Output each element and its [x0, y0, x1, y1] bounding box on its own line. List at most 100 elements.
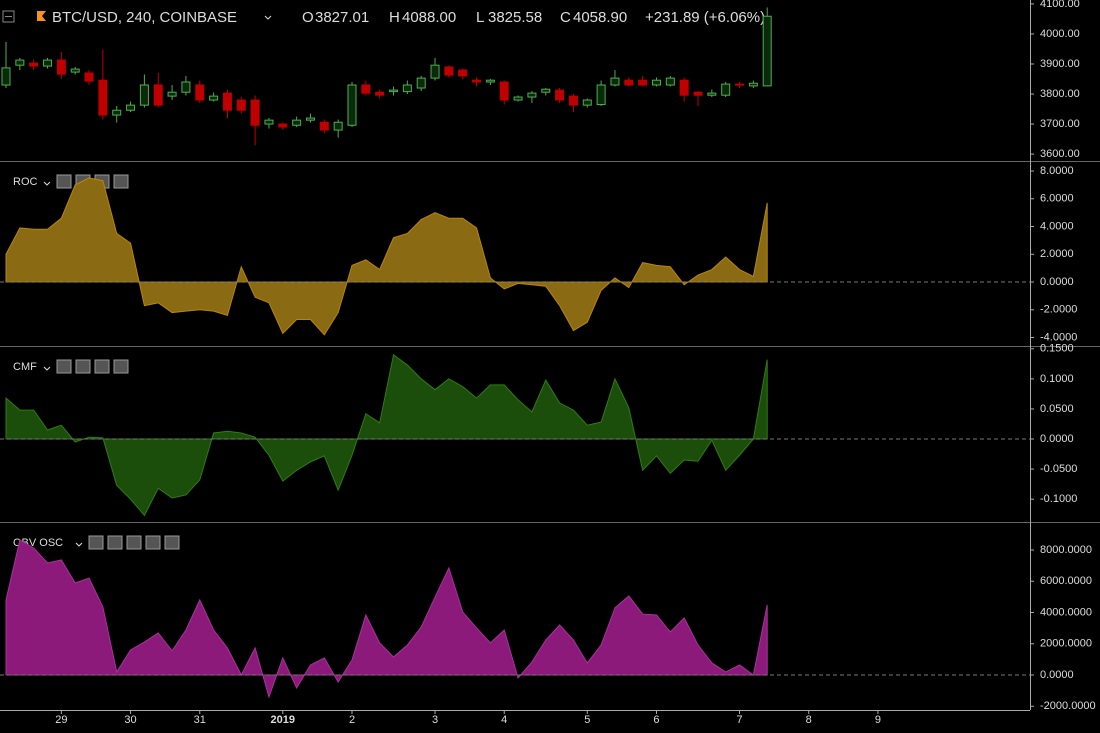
- candle-body: [513, 96, 523, 101]
- y-tick-label: -2.0000: [1040, 304, 1077, 316]
- candle-body: [236, 99, 246, 111]
- candle-body: [721, 83, 731, 96]
- candle-body: [126, 104, 136, 111]
- y-tick-label: 2.0000: [1040, 248, 1074, 260]
- indicator-button[interactable]: [88, 535, 104, 550]
- candle-body: [665, 77, 675, 86]
- candle-body: [195, 84, 205, 101]
- candle-body: [29, 62, 39, 67]
- collapse-icon[interactable]: [2, 10, 15, 23]
- candle-body: [112, 109, 122, 116]
- candle-body: [416, 77, 426, 89]
- candle-body: [651, 79, 661, 86]
- candle-body: [1, 67, 11, 86]
- ohlc-value: 4058.90: [573, 9, 627, 26]
- y-tick-label: -0.0500: [1040, 463, 1077, 475]
- candle-body: [499, 81, 509, 101]
- ohlc-label: L: [476, 9, 484, 26]
- x-tick-label: 29: [55, 714, 67, 726]
- y-tick-label: 0.0000: [1040, 669, 1074, 681]
- candle-body: [181, 81, 191, 93]
- candle-body: [98, 79, 108, 116]
- x-tick-label: 7: [736, 714, 742, 726]
- candle-body: [292, 119, 302, 126]
- candle-body: [278, 123, 288, 128]
- candle-body: [707, 92, 717, 96]
- y-tick-label: 6000.0000: [1040, 575, 1092, 587]
- candle-body: [319, 121, 329, 131]
- y-tick-label: 0.0000: [1040, 276, 1074, 288]
- x-tick-label: 4: [501, 714, 507, 726]
- price-change: +231.89 (+6.06%): [645, 9, 765, 26]
- y-tick-label: 4.0000: [1040, 220, 1074, 232]
- x-tick-label: 30: [124, 714, 136, 726]
- candle-body: [375, 91, 385, 96]
- y-tick-label: 3800.00: [1040, 88, 1080, 100]
- indicator-button[interactable]: [164, 535, 180, 550]
- candle-body: [56, 59, 66, 75]
- y-tick-label: 0.1500: [1040, 343, 1074, 355]
- indicator-button[interactable]: [56, 359, 72, 374]
- candle-body: [527, 92, 537, 98]
- candle-body: [139, 84, 149, 106]
- candle-body: [15, 59, 25, 66]
- candle-body: [347, 84, 357, 126]
- ohlc-label: C: [560, 9, 571, 26]
- y-tick-label: 6.0000: [1040, 193, 1074, 205]
- candle-body: [430, 64, 440, 79]
- candle-body: [402, 84, 412, 93]
- symbol-flag: [37, 11, 46, 21]
- candle-body: [250, 99, 260, 126]
- indicator-button[interactable]: [113, 359, 129, 374]
- indicator-button[interactable]: [56, 174, 72, 189]
- x-tick-label: 9: [875, 714, 881, 726]
- y-tick-label: -0.1000: [1040, 493, 1077, 505]
- y-tick-label: 0.0500: [1040, 403, 1074, 415]
- candle-body: [679, 79, 689, 96]
- y-tick-label: 8000.0000: [1040, 544, 1092, 556]
- x-tick-label: 2: [349, 714, 355, 726]
- indicator-button[interactable]: [113, 174, 129, 189]
- x-tick-label: 31: [194, 714, 206, 726]
- x-tick-label: 6: [653, 714, 659, 726]
- candle-body: [735, 83, 745, 86]
- indicator-button[interactable]: [107, 535, 123, 550]
- dropdown-caret: [43, 366, 51, 371]
- indicator-area: [5, 177, 768, 336]
- y-tick-label: 2000.0000: [1040, 638, 1092, 650]
- candle-body: [638, 79, 648, 86]
- y-tick-label: -4.0000: [1040, 331, 1077, 343]
- candle-body: [541, 88, 551, 93]
- indicator-area: [5, 353, 768, 517]
- dropdown-caret: [75, 542, 83, 547]
- y-tick-label: 3700.00: [1040, 118, 1080, 130]
- candle-body: [555, 89, 565, 101]
- indicator-title: CMF: [13, 361, 37, 373]
- candle-body: [458, 69, 468, 77]
- ohlc-label: H: [389, 9, 400, 26]
- y-tick-label: 8.0000: [1040, 165, 1074, 177]
- candle-body: [84, 72, 94, 82]
- indicator-button[interactable]: [126, 535, 142, 550]
- indicator-area: [5, 539, 768, 699]
- dropdown-caret[interactable]: [264, 15, 272, 20]
- y-tick-label: 4000.00: [1040, 28, 1080, 40]
- y-tick-label: 0.1000: [1040, 373, 1074, 385]
- indicator-button[interactable]: [94, 359, 110, 374]
- y-tick-label: -2000.0000: [1040, 700, 1096, 712]
- candle-body: [624, 79, 634, 86]
- indicator-button[interactable]: [145, 535, 161, 550]
- candle-body: [222, 92, 232, 111]
- candle-body: [153, 84, 163, 106]
- indicator-button[interactable]: [75, 359, 91, 374]
- candle-body: [568, 95, 578, 106]
- candle-body: [70, 68, 80, 73]
- candle-body: [43, 59, 53, 67]
- y-tick-label: 3600.00: [1040, 148, 1080, 160]
- candle-body: [485, 79, 495, 83]
- candle-body: [361, 84, 371, 94]
- ohlc-value: 3827.01: [315, 9, 369, 26]
- indicator-title: ROC: [13, 176, 38, 188]
